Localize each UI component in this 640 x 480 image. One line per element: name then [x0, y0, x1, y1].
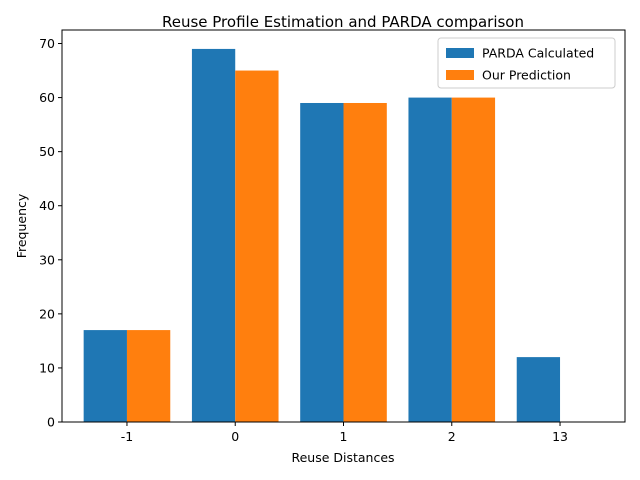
x-tick-label: 1: [340, 429, 348, 444]
bar-our-prediction-0: [126, 330, 171, 422]
y-tick-label: 0: [47, 415, 55, 430]
x-tick-label: -1: [121, 429, 133, 444]
y-axis: 0 10 20 30 40 50 60 70: [39, 36, 62, 430]
y-tick-label: 20: [39, 306, 55, 321]
y-tick-label: 70: [39, 36, 55, 51]
x-tick-label: 13: [552, 429, 568, 444]
bar-parda-calculated-4: [516, 357, 561, 422]
legend: PARDA Calculated Our Prediction: [437, 37, 616, 89]
bar-our-prediction-2: [343, 102, 387, 422]
y-tick-label: 60: [39, 90, 55, 105]
x-tick-label: 0: [231, 429, 239, 444]
legend-label-1: Our Prediction: [482, 68, 571, 83]
bar-parda-calculated-3: [408, 97, 452, 422]
bar-parda-calculated-1: [191, 48, 236, 423]
legend-label-0: PARDA Calculated: [482, 46, 594, 61]
bar-parda-calculated-2: [300, 102, 344, 422]
y-tick-label: 50: [39, 144, 55, 159]
bars-group: [83, 48, 561, 423]
y-axis-label: Frequency: [14, 193, 29, 258]
legend-swatch-0: [446, 48, 474, 58]
chart-title: Reuse Profile Estimation and PARDA compa…: [162, 13, 524, 31]
legend-box: [437, 37, 616, 89]
bar-parda-calculated-0: [83, 330, 127, 422]
y-tick-label: 10: [39, 360, 55, 375]
x-tick-label: 2: [448, 429, 456, 444]
y-tick-label: 30: [39, 252, 55, 267]
y-tick-label: 40: [39, 198, 55, 213]
x-axis-label: Reuse Distances: [291, 450, 394, 465]
legend-swatch-1: [446, 70, 474, 80]
bar-our-prediction-3: [451, 97, 496, 422]
bar-our-prediction-1: [235, 70, 279, 422]
x-axis: -1 0 1 2 13: [121, 422, 568, 444]
